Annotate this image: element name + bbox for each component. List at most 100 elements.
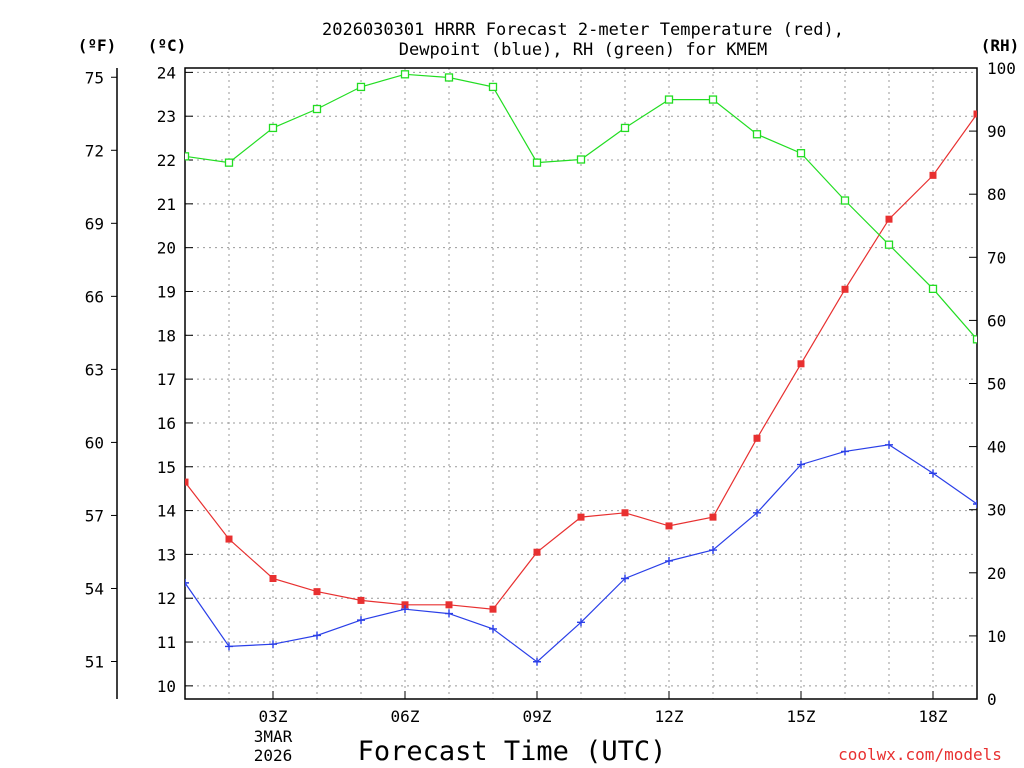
temperature-point — [357, 596, 365, 604]
temperature-point — [269, 574, 277, 582]
temperature-point — [225, 535, 233, 543]
rh-unit-label: (RH) — [981, 36, 1020, 55]
rh-point — [400, 70, 410, 79]
fahrenheit-tick-label: 72 — [85, 141, 104, 160]
rh-tick-label: 0 — [987, 690, 997, 709]
dewpoint-point — [185, 578, 189, 587]
x-tick-label: 06Z — [391, 707, 420, 726]
rh-point — [972, 335, 977, 344]
fahrenheit-tick-label: 54 — [85, 579, 104, 598]
rh-point — [928, 284, 938, 294]
dewpoint-point — [225, 642, 233, 651]
temperature-point — [577, 513, 585, 521]
dewpoint-point — [401, 605, 409, 614]
temperature-point — [185, 478, 189, 486]
celsius-tick-label: 20 — [157, 239, 176, 258]
celsius-tick-label: 21 — [157, 195, 176, 214]
temperature-point — [797, 360, 805, 368]
rh-point — [312, 104, 322, 114]
temperature-point — [445, 601, 453, 609]
rh-point — [444, 73, 454, 82]
fahrenheit-tick-label: 75 — [85, 68, 104, 87]
celsius-tick-label: 17 — [157, 370, 176, 389]
x-tick-label: 15Z — [787, 707, 816, 726]
rh-tick-label: 60 — [987, 311, 1006, 330]
celsius-tick-label: 14 — [157, 502, 176, 521]
x-tick-label: 09Z — [523, 707, 552, 726]
dewpoint-point — [445, 609, 453, 618]
dewpoint-point — [577, 618, 585, 627]
rh-point — [488, 82, 498, 92]
dewpoint-point — [973, 500, 977, 509]
fahrenheit-tick-label: 60 — [85, 433, 104, 452]
x-tick-year-label: 2026 — [254, 746, 293, 765]
temperature-point — [313, 588, 321, 596]
rh-point — [532, 158, 542, 167]
fahrenheit-tick-label: 63 — [85, 360, 104, 379]
temperature-point — [533, 548, 541, 556]
rh-point — [884, 240, 894, 249]
fahrenheit-tick-label: 51 — [85, 653, 104, 672]
dewpoint-point — [929, 469, 937, 478]
rh-tick-label: 50 — [987, 375, 1006, 394]
tick-labels: 10 11 12 13 14 15 16 17 18 19 20 21 22 23 24 51 54 57 60 63… — [85, 59, 1016, 765]
celsius-tick-label: 23 — [157, 107, 176, 126]
temperature-point — [621, 509, 629, 517]
celsius-tick-label: 16 — [157, 414, 176, 433]
temperature-point — [401, 601, 409, 609]
rh-point — [840, 196, 850, 205]
rh-tick-label: 20 — [987, 564, 1006, 583]
temperature-point — [929, 171, 937, 179]
rh-tick-label: 10 — [987, 627, 1006, 646]
rh-point — [620, 123, 630, 133]
temperature-point — [885, 215, 893, 223]
celsius-tick-label: 24 — [157, 63, 176, 82]
dewpoint-point — [885, 440, 893, 449]
x-tick-date-label: 3MAR — [254, 727, 293, 746]
celsius-tick-label: 12 — [157, 589, 176, 608]
dewpoint-point — [753, 508, 761, 517]
rh-point — [268, 123, 278, 133]
dewpoint-point — [269, 640, 277, 649]
temperature-point — [753, 434, 761, 442]
fahrenheit-tick-label: 69 — [85, 214, 104, 233]
rh-point — [576, 155, 586, 164]
temperature-point — [665, 522, 673, 530]
rh-point — [356, 82, 366, 92]
dewpoint-point — [357, 616, 365, 625]
dewpoint-point — [489, 624, 497, 633]
rh-point — [796, 149, 806, 158]
temperature-series — [185, 110, 977, 613]
rh-point — [185, 152, 190, 161]
x-tick-label: 03Z — [259, 707, 288, 726]
rh-point — [752, 130, 762, 139]
dewpoint-point — [709, 546, 717, 555]
rh-point — [664, 95, 674, 104]
dewpoint-point — [797, 460, 805, 469]
rh-point — [708, 95, 718, 104]
x-tick-label: 18Z — [919, 707, 948, 726]
temperature-point — [709, 513, 717, 521]
chart-title-line-1: 2026030301 HRRR Forecast 2-meter Tempera… — [322, 20, 844, 40]
rh-tick-label: 70 — [987, 248, 1006, 267]
rh-tick-label: 100 — [987, 59, 1016, 78]
celsius-unit-label: (ºC) — [148, 36, 187, 55]
dewpoint-point — [841, 447, 849, 456]
credit-text: coolwx.com/models — [838, 745, 1002, 764]
celsius-tick-label: 15 — [157, 458, 176, 477]
celsius-tick-label: 10 — [157, 677, 176, 696]
rh-tick-label: 40 — [987, 438, 1006, 457]
dewpoint-point — [621, 574, 629, 583]
rh-series — [185, 70, 977, 344]
celsius-tick-label: 22 — [157, 151, 176, 170]
dewpoint-point — [533, 657, 541, 666]
dewpoint-series — [185, 440, 977, 666]
temperature-point — [489, 605, 497, 613]
rh-point — [224, 158, 234, 167]
chart-title-line-2: Dewpoint (blue), RH (green) for KMEM — [399, 40, 767, 60]
celsius-tick-label: 18 — [157, 326, 176, 345]
temperature-point — [973, 110, 977, 118]
fahrenheit-unit-label: (ºF) — [78, 36, 117, 55]
fahrenheit-tick-label: 66 — [85, 287, 104, 306]
